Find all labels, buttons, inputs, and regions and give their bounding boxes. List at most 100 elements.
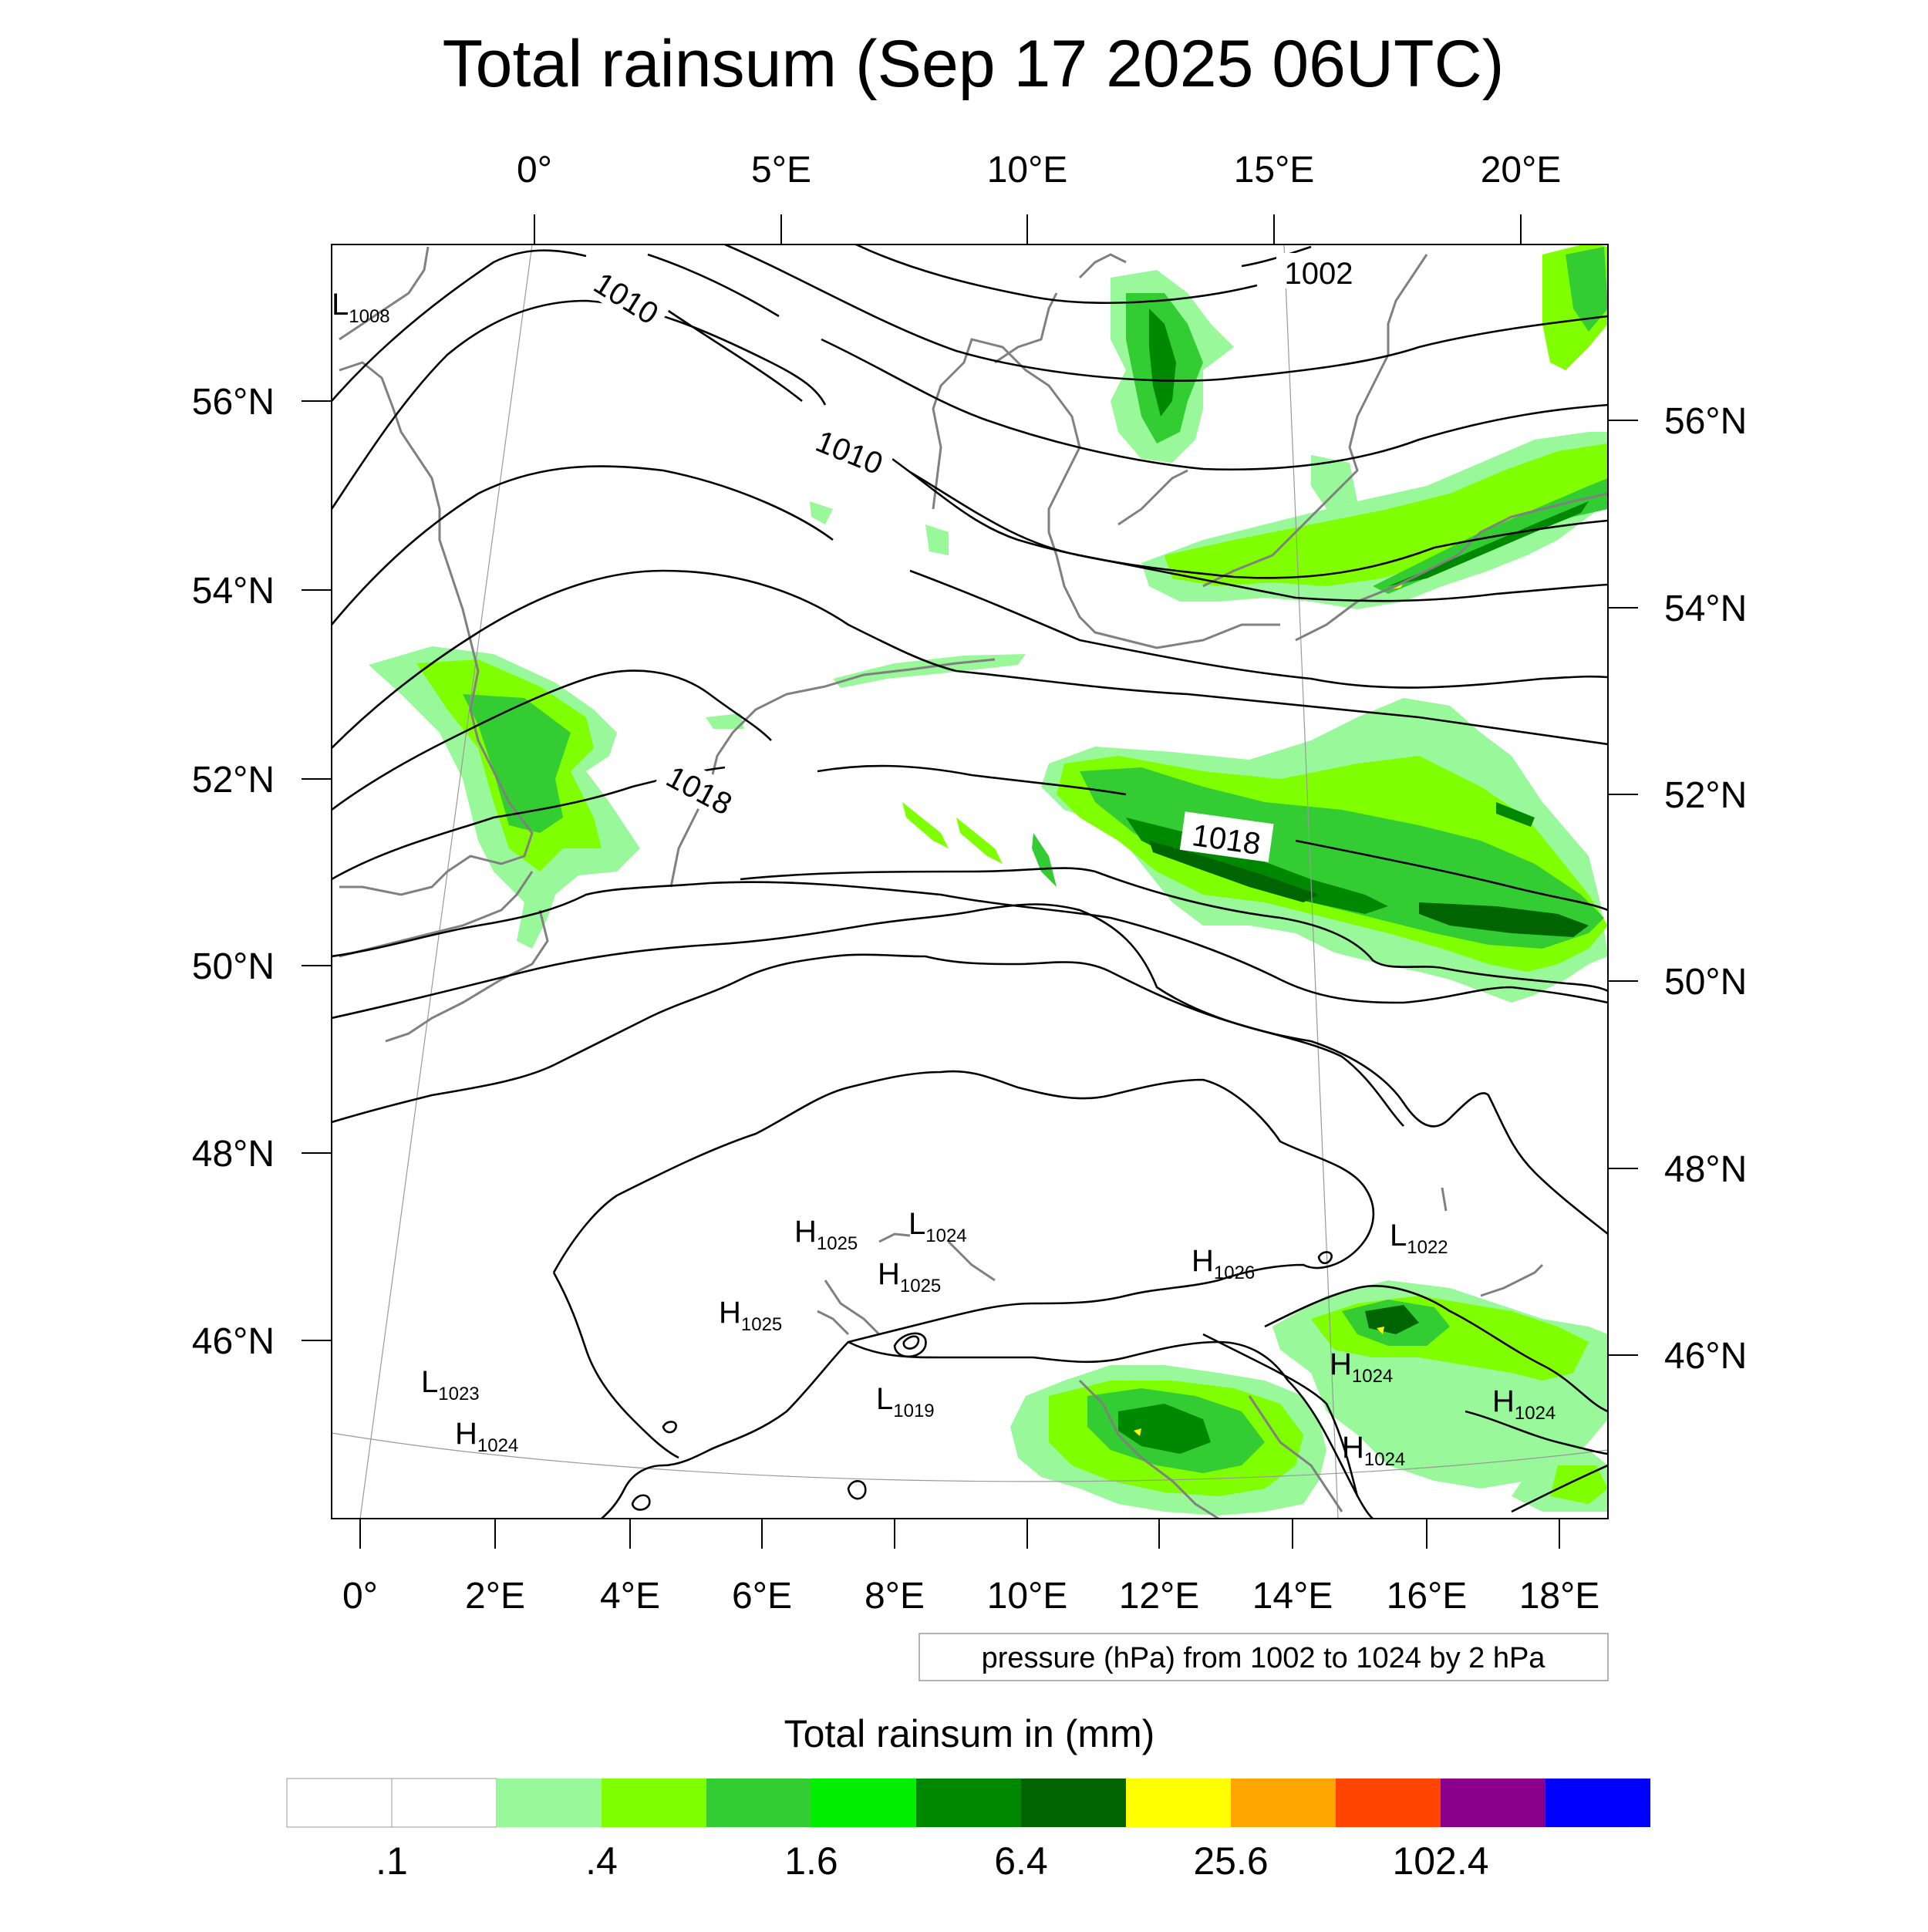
left-lat-label: 56°N xyxy=(192,382,275,423)
colorbar-swatch xyxy=(497,1779,602,1827)
contour-label: 1002 xyxy=(1285,257,1353,291)
colorbar-label: 25.6 xyxy=(1193,1839,1268,1883)
pressure-center: L1008 xyxy=(332,288,390,327)
bottom-lon-axis xyxy=(359,1519,1560,1549)
right-lat-label: 46°N xyxy=(1664,1336,1747,1377)
left-lat-axis xyxy=(302,400,332,1341)
center-letter: H xyxy=(455,1417,477,1451)
colorbar-label: 102.4 xyxy=(1392,1839,1488,1883)
rain-field-uk xyxy=(369,646,640,949)
right-lat-label: 56°N xyxy=(1664,401,1747,442)
svg-text:L1022: L1022 xyxy=(1390,1219,1448,1258)
left-lat-label: 54°N xyxy=(192,571,275,612)
svg-text:H1024: H1024 xyxy=(1492,1384,1556,1424)
pressure-center: L1019 xyxy=(876,1382,935,1421)
top-lon-label: 0° xyxy=(517,150,552,191)
svg-text:H1024: H1024 xyxy=(1342,1431,1405,1470)
map-title: Total rainsum (Sep 17 2025 06UTC) xyxy=(443,27,1505,101)
bottom-lon-label: 18°E xyxy=(1519,1576,1600,1617)
center-letter: H xyxy=(878,1257,900,1291)
colorbar-swatch xyxy=(811,1779,916,1827)
pressure-center: H1024 xyxy=(1492,1384,1556,1424)
svg-text:H1024: H1024 xyxy=(455,1417,518,1456)
colorbar-swatch xyxy=(391,1778,497,1828)
svg-text:H1025: H1025 xyxy=(878,1257,941,1296)
center-value: 1024 xyxy=(1364,1449,1405,1470)
center-letter: H xyxy=(719,1296,741,1330)
svg-text:L1023: L1023 xyxy=(421,1365,480,1404)
center-letter: L xyxy=(908,1207,925,1241)
colorbar-swatch xyxy=(1336,1779,1441,1827)
svg-text:H1024: H1024 xyxy=(1330,1347,1393,1387)
top-lon-label: 10°E xyxy=(987,150,1068,191)
center-letter: H xyxy=(1330,1347,1352,1381)
colorbar-title: Total rainsum in (mm) xyxy=(784,1712,1155,1755)
colorbar-label: 1.6 xyxy=(784,1839,838,1883)
center-letter: L xyxy=(332,288,349,322)
colorbar-label: .4 xyxy=(585,1839,618,1883)
pressure-center: H1024 xyxy=(1330,1347,1393,1387)
center-letter: H xyxy=(794,1215,817,1249)
svg-text:L1024: L1024 xyxy=(908,1207,967,1246)
center-letter: L xyxy=(876,1382,893,1416)
colorbar-swatch xyxy=(1231,1779,1336,1827)
coastlines xyxy=(339,246,1608,1519)
bottom-lon-label: 4°E xyxy=(600,1576,660,1617)
center-letter: L xyxy=(1390,1219,1407,1253)
left-lat-label: 46°N xyxy=(192,1321,275,1362)
center-value: 1025 xyxy=(900,1276,941,1296)
pressure-center: H1025 xyxy=(878,1257,941,1296)
center-value: 1019 xyxy=(893,1401,934,1421)
bottom-lon-label: 6°E xyxy=(732,1576,792,1617)
svg-text:L1019: L1019 xyxy=(876,1382,935,1421)
svg-text:L1008: L1008 xyxy=(332,288,390,327)
colorbar-swatch xyxy=(916,1779,1021,1827)
bottom-lon-label: 8°E xyxy=(865,1576,925,1617)
colorbar-swatch xyxy=(1021,1779,1126,1827)
top-lon-label: 20°E xyxy=(1481,150,1562,191)
center-value: 1022 xyxy=(1407,1237,1448,1258)
colorbar-swatch xyxy=(1441,1779,1545,1827)
map-border xyxy=(331,244,1609,1519)
center-value: 1025 xyxy=(817,1233,858,1254)
center-value: 1008 xyxy=(349,306,389,327)
top-lon-label: 15°E xyxy=(1234,150,1315,191)
pressure-center: L1022 xyxy=(1390,1219,1448,1258)
top-lon-axis xyxy=(534,214,1522,244)
svg-text:H1025: H1025 xyxy=(719,1296,782,1335)
colorbar-swatch xyxy=(602,1779,706,1827)
center-value: 1024 xyxy=(925,1226,966,1246)
map-area: 1010 1010 1002 1018 1018 xyxy=(331,244,1609,1519)
center-value: 1024 xyxy=(1515,1403,1556,1424)
pressure-center: H1024 xyxy=(455,1417,518,1456)
contour-info-text: pressure (hPa) from 1002 to 1024 by 2 hP… xyxy=(982,1642,1546,1674)
left-lat-label: 50°N xyxy=(192,946,275,987)
center-letter: H xyxy=(1492,1384,1515,1418)
colorbar-swatch xyxy=(286,1778,393,1828)
colorbar xyxy=(286,1778,1650,1828)
bottom-lon-label: 16°E xyxy=(1387,1576,1468,1617)
bottom-lon-label: 0° xyxy=(342,1576,378,1617)
colorbar-swatch xyxy=(706,1779,811,1827)
bottom-lon-label: 10°E xyxy=(987,1576,1068,1617)
pressure-center: H1025 xyxy=(719,1296,782,1335)
contour-info-box: pressure (hPa) from 1002 to 1024 by 2 hP… xyxy=(918,1633,1609,1681)
contour-labels: 1010 1010 1002 1018 1018 xyxy=(581,253,1361,862)
pressure-center: L1024 xyxy=(908,1207,967,1246)
colorbar-label: 6.4 xyxy=(994,1839,1048,1883)
center-value: 1025 xyxy=(741,1314,782,1335)
pressure-center: H1026 xyxy=(1192,1244,1255,1283)
center-letter: H xyxy=(1342,1431,1364,1465)
top-lon-label: 5°E xyxy=(751,150,811,191)
colorbar-swatch xyxy=(1126,1779,1231,1827)
pressure-centers: L1008 H1025 L1024 H1025 H1025 H1026 xyxy=(332,288,1556,1470)
left-lat-label: 48°N xyxy=(192,1134,275,1175)
rain-field-sweden xyxy=(1111,244,1608,463)
right-lat-label: 52°N xyxy=(1664,775,1747,816)
center-value: 1023 xyxy=(438,1384,479,1404)
colorbar-swatch xyxy=(1545,1779,1650,1827)
pressure-center: H1025 xyxy=(794,1215,858,1254)
isobars xyxy=(332,244,1608,1519)
